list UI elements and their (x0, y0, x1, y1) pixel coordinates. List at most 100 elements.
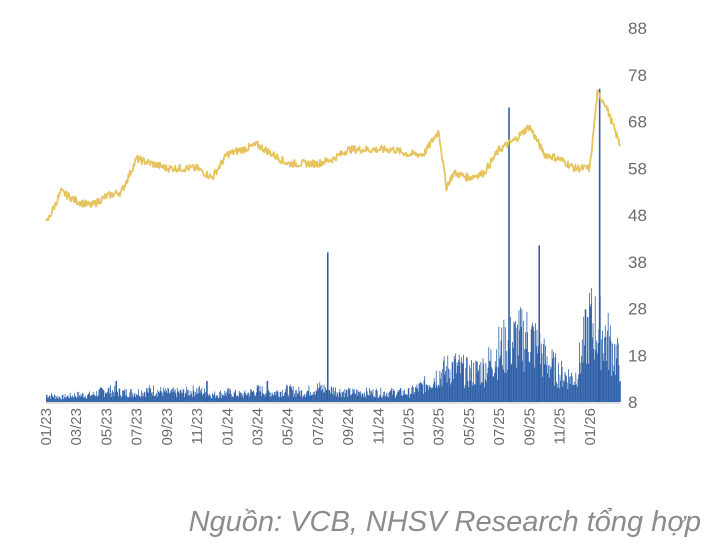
volume-bar (212, 395, 214, 402)
volume-bar (583, 316, 585, 402)
volume-bar (509, 317, 511, 402)
volume-bar (445, 370, 447, 402)
volume-bar (447, 355, 449, 402)
volume-bar (217, 398, 219, 402)
volume-bar (443, 356, 445, 402)
volume-bar (612, 371, 614, 402)
volume-bar (350, 395, 352, 402)
volume-bar (248, 396, 250, 402)
volume-bar (402, 390, 404, 402)
volume-bar (417, 391, 419, 402)
x-tick-label: 07/24 (310, 408, 327, 446)
volume-bar (391, 394, 393, 402)
volume-bar (307, 390, 309, 402)
volume-bar (542, 376, 544, 402)
volume-bar (456, 373, 457, 402)
volume-bar (389, 390, 391, 402)
volume-bar (616, 358, 618, 402)
volume-bar (192, 385, 194, 402)
volume-bar (359, 394, 361, 402)
volume-bar (62, 394, 64, 402)
volume-bar (376, 391, 378, 402)
volume-bar (604, 325, 606, 402)
volume-bar (553, 351, 554, 402)
volume-bar (316, 391, 318, 402)
volume-bar (480, 362, 482, 402)
volume-bar (596, 353, 598, 402)
x-tick-label: 11/24 (370, 408, 387, 444)
volume-bar (453, 355, 455, 402)
volume-bar (371, 391, 372, 402)
volume-bar (88, 393, 90, 402)
x-tick-label: 07/25 (491, 408, 508, 446)
volume-bar (310, 395, 312, 402)
volume-bar (471, 360, 472, 402)
volume-bar (112, 392, 114, 402)
volume-bar (201, 387, 203, 402)
volume-bar (400, 388, 402, 402)
volume-bar (322, 392, 324, 402)
volume-bar (577, 378, 579, 402)
volume-bar (171, 388, 173, 402)
volume-bar (225, 393, 226, 402)
volume-bar (151, 393, 152, 402)
volume-bar (274, 392, 275, 402)
volume-bar (581, 355, 582, 402)
volume-bar (569, 384, 571, 402)
volume-bar (245, 395, 247, 402)
volume-bar (381, 397, 383, 402)
volume-bar (614, 374, 616, 402)
volume-bar (396, 394, 398, 402)
volume-bar (617, 343, 619, 402)
volume-bar (461, 357, 462, 402)
volume-bar (194, 392, 196, 402)
volume-bar (191, 393, 193, 402)
volume-bar (407, 388, 409, 402)
volume-bar (208, 394, 210, 402)
volume-bar (420, 381, 421, 402)
volume-bar (74, 393, 75, 402)
volume-bar (389, 391, 390, 402)
volume-bar (418, 383, 420, 402)
volume-bar (619, 381, 621, 402)
volume-bar (479, 364, 480, 402)
volume-spike-bar (206, 380, 208, 402)
volume-bar (180, 389, 182, 402)
volume-bar (557, 387, 559, 402)
volume-bar (462, 363, 464, 402)
volume-bar (522, 360, 523, 402)
volume-bar (452, 361, 454, 402)
volume-bar (54, 395, 56, 402)
volume-bar (258, 385, 259, 402)
volume-bar (205, 397, 207, 402)
volume-bar (332, 394, 334, 402)
volume-bar (591, 288, 593, 402)
volume-bar (197, 387, 199, 402)
volume-bar (498, 326, 500, 402)
volume-bar (506, 351, 508, 402)
volume-bar (56, 396, 57, 402)
volume-bar (245, 393, 247, 402)
volume-bar (315, 394, 316, 402)
volume-bar (402, 395, 403, 402)
volume-bar (119, 388, 121, 402)
volume-bar (571, 376, 573, 402)
volume-bar (335, 396, 337, 402)
volume-bar (472, 382, 474, 402)
y-tick-label: 48 (628, 206, 647, 225)
volume-bar (123, 391, 125, 402)
volume-bar (141, 396, 143, 402)
volume-bar (408, 388, 410, 402)
volume-bar (247, 392, 249, 402)
volume-bar (518, 310, 520, 402)
volume-bar (121, 396, 123, 402)
volume-bar (279, 391, 281, 402)
volume-bar (117, 396, 119, 402)
volume-bar (404, 389, 406, 402)
volume-bar (341, 391, 343, 402)
volume-bar (240, 393, 242, 402)
volume-bar (620, 380, 621, 402)
volume-bar (307, 390, 308, 402)
volume-bar (419, 383, 421, 402)
volume-bar (543, 338, 545, 402)
